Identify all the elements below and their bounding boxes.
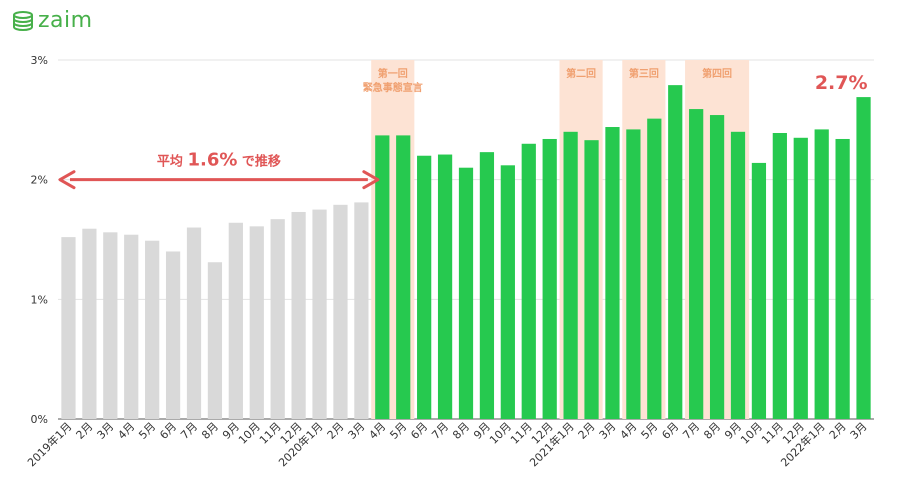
x-tick-label: 7月 <box>680 420 702 442</box>
x-tick-label: 10月 <box>487 420 514 447</box>
bar <box>814 129 829 419</box>
x-tick-label: 4月 <box>115 420 137 442</box>
x-tick-label: 7月 <box>429 420 451 442</box>
bar <box>793 137 808 420</box>
bar <box>145 240 160 419</box>
bar <box>396 135 411 419</box>
x-tick-label: 6月 <box>659 420 681 442</box>
x-tick-label: 8月 <box>701 420 723 442</box>
band-label: 第一回 <box>378 67 408 80</box>
y-tick-label: 1% <box>31 293 48 306</box>
bar <box>207 262 223 419</box>
last-value-callout: 2.7% <box>815 72 868 94</box>
bar <box>165 251 181 419</box>
x-tick-label: 2月 <box>74 420 96 442</box>
bar <box>647 118 662 420</box>
x-tick-label: 11月 <box>257 420 284 447</box>
x-tick-label: 3月 <box>346 420 368 442</box>
bar <box>730 131 746 420</box>
bar <box>835 138 850 420</box>
bar <box>354 202 369 419</box>
y-tick-label: 0% <box>31 413 48 426</box>
arrow-head-left <box>58 170 76 190</box>
x-tick-label: 5月 <box>136 420 158 442</box>
brand-name: zaim <box>38 8 93 33</box>
bar <box>542 138 557 420</box>
bar <box>689 109 704 420</box>
x-tick-label: 2月 <box>576 420 598 442</box>
bar <box>458 167 474 419</box>
bar <box>772 132 787 419</box>
bar <box>270 219 285 419</box>
bar <box>437 154 453 419</box>
bar <box>124 234 139 419</box>
bar <box>333 204 348 419</box>
x-tick-label: 2月 <box>827 420 849 442</box>
band-label: 第二回 <box>566 67 596 80</box>
x-tick-label: 8月 <box>199 420 221 442</box>
bar <box>584 140 599 419</box>
bar <box>61 237 76 419</box>
bar <box>709 115 725 420</box>
bar <box>186 227 202 419</box>
bar <box>626 129 641 419</box>
bar <box>479 152 495 420</box>
x-tick-label: 2019年1月 <box>24 419 74 469</box>
coin-stack-icon <box>13 10 33 31</box>
bar <box>375 135 390 419</box>
bar <box>668 85 683 419</box>
bar <box>605 127 620 419</box>
x-tick-label: 7月 <box>178 420 200 442</box>
y-tick-label: 3% <box>31 54 48 67</box>
bar <box>751 162 767 419</box>
x-tick-label: 6月 <box>408 420 430 442</box>
x-tick-label: 3月 <box>597 420 619 442</box>
bar <box>417 155 432 419</box>
bars <box>61 85 871 420</box>
x-tick-label: 5月 <box>639 420 661 442</box>
x-tick-label: 3月 <box>848 420 870 442</box>
bar <box>500 165 515 419</box>
x-tick-label: 11月 <box>508 420 535 447</box>
x-tick-label: 6月 <box>157 420 179 442</box>
x-tick-label: 10月 <box>236 420 263 447</box>
band-label: 第四回 <box>702 67 732 80</box>
bar <box>563 131 578 420</box>
bar <box>228 222 243 419</box>
x-tick-label: 11月 <box>759 420 786 447</box>
arrow-head-right <box>362 170 380 190</box>
y-tick-label: 2% <box>31 174 48 187</box>
bar <box>291 211 306 419</box>
x-tick-label: 3月 <box>95 420 117 442</box>
x-tick-label: 4月 <box>618 420 640 442</box>
bar <box>82 228 97 419</box>
bar <box>312 209 327 419</box>
average-label: 平均 1.6% で推移 <box>157 150 281 171</box>
x-tick-label: 2月 <box>325 420 347 442</box>
bar <box>521 143 536 419</box>
x-tick-label: 8月 <box>450 420 472 442</box>
bar <box>856 97 871 419</box>
zaim-logo: zaim <box>12 8 93 33</box>
bar <box>103 232 118 419</box>
x-tick-label: 5月 <box>387 420 409 442</box>
band-label: 緊急事態宣言 <box>363 81 423 94</box>
bar <box>249 226 264 419</box>
x-tick-label: 10月 <box>738 420 765 447</box>
band-label: 第三回 <box>629 67 659 80</box>
x-tick-label: 4月 <box>367 420 389 442</box>
